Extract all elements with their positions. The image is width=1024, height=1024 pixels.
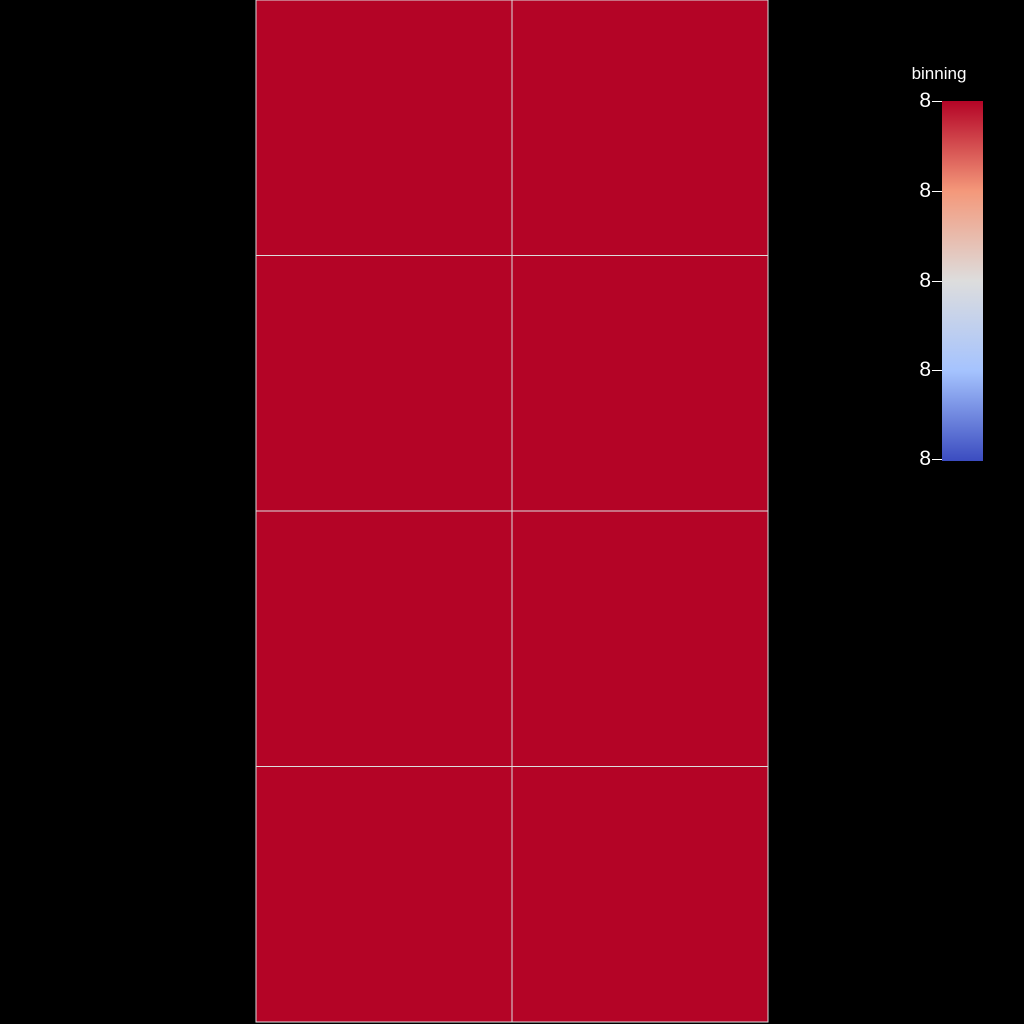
scalar-bar: binning 8 8 8 8 8 bbox=[896, 60, 996, 480]
scalar-bar-title: binning bbox=[911, 64, 967, 83]
colormap-bar bbox=[942, 101, 983, 461]
scalar-bar-tick-mark bbox=[932, 459, 942, 460]
mesh-cell bbox=[511, 0, 769, 256]
mesh-cell bbox=[255, 766, 513, 1023]
mesh-cell bbox=[255, 510, 513, 767]
scalar-bar-tick-mark bbox=[932, 191, 942, 192]
scalar-bar-tick-mark bbox=[932, 281, 942, 282]
mesh-cell bbox=[511, 255, 769, 512]
scalar-bar-tick-label: 8 bbox=[919, 269, 931, 292]
mesh-cell bbox=[255, 255, 513, 512]
scalar-bar-tick-mark bbox=[932, 101, 942, 102]
mesh-cell bbox=[511, 766, 769, 1023]
scalar-bar-tick-label: 8 bbox=[919, 179, 931, 202]
scalar-bar-tick-label: 8 bbox=[919, 89, 931, 112]
scalar-bar-tick-mark bbox=[932, 370, 942, 371]
mesh-cell bbox=[255, 0, 513, 256]
scalar-bar-tick-label: 8 bbox=[919, 447, 931, 470]
scalar-bar-tick-label: 8 bbox=[919, 358, 931, 381]
mesh-cell bbox=[511, 510, 769, 767]
